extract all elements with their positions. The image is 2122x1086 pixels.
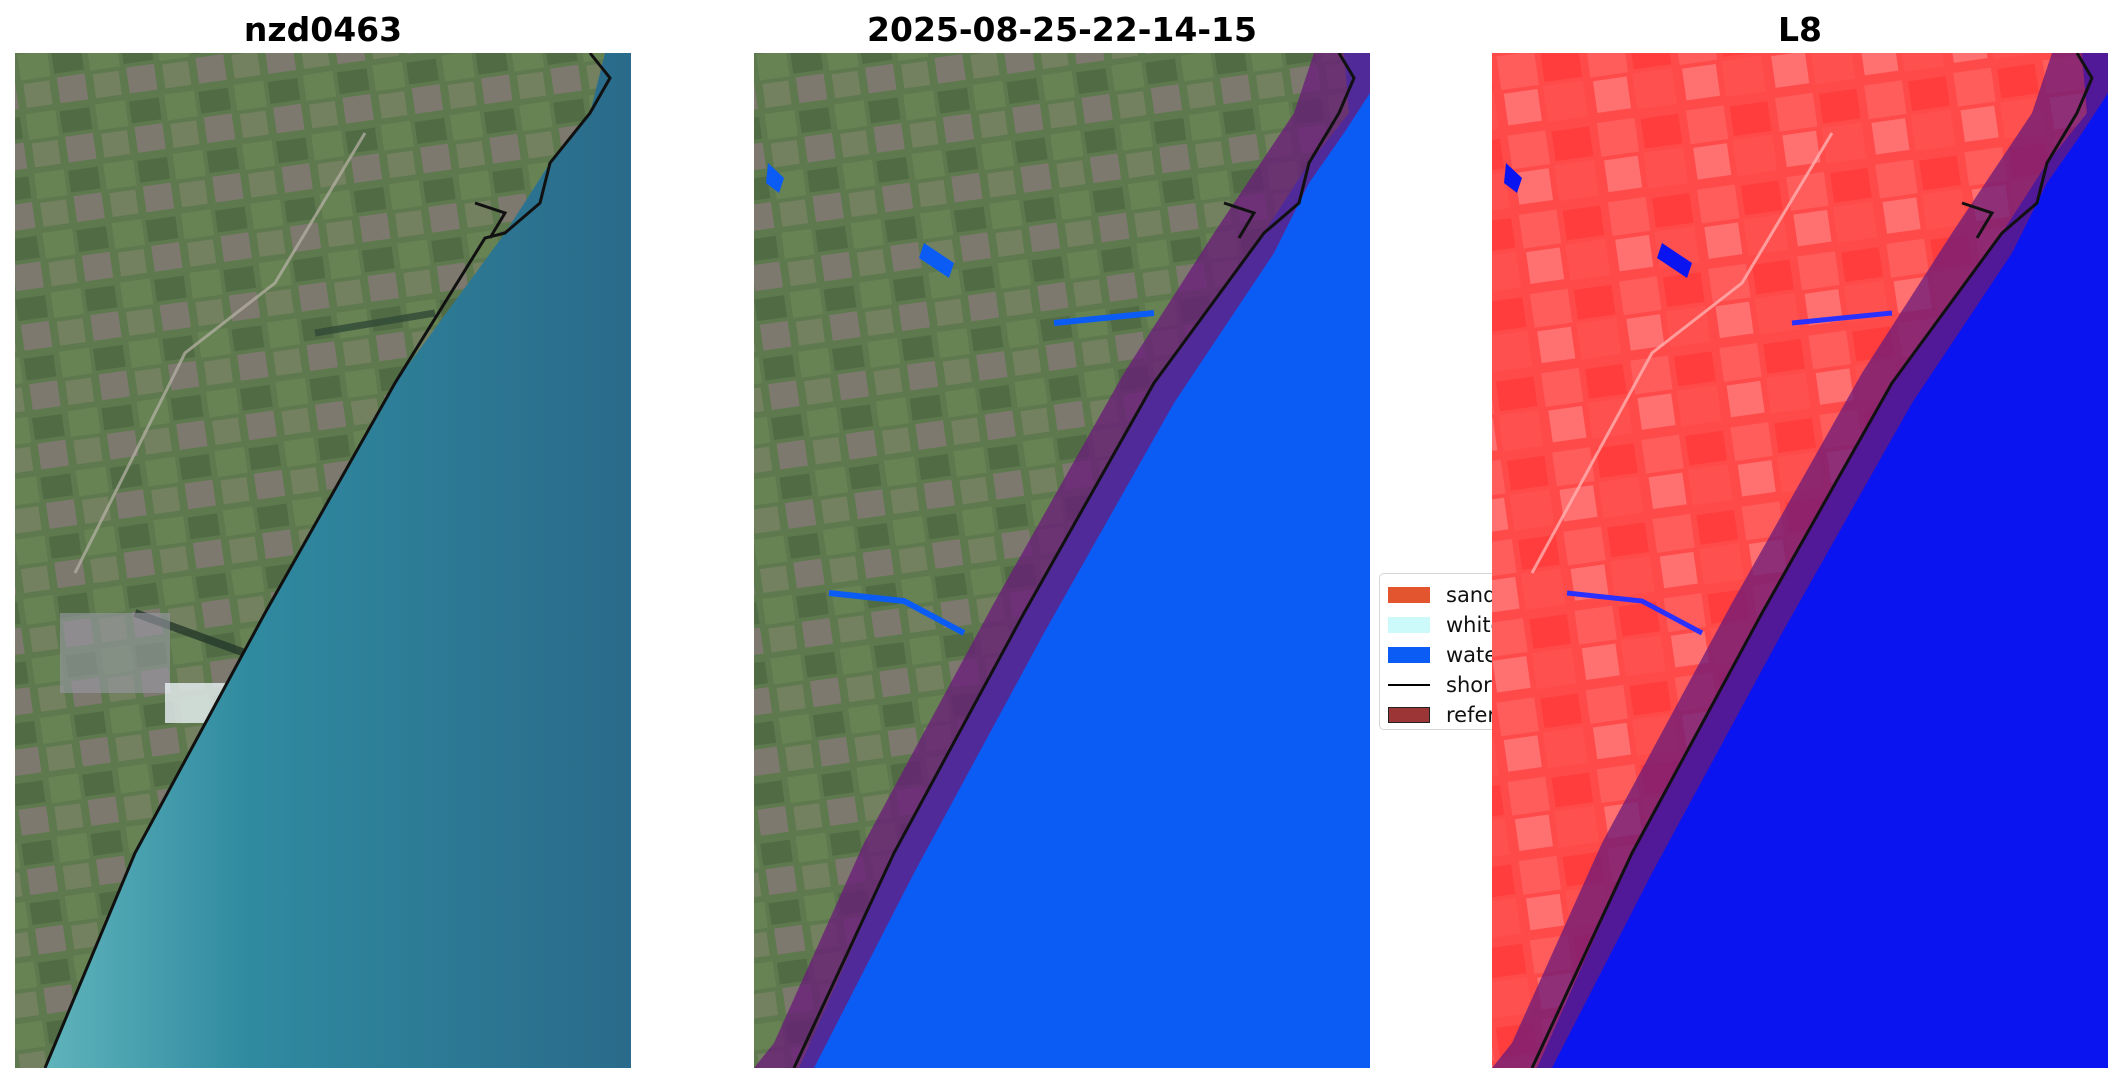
- legend-swatch-reference-buffer: [1388, 707, 1430, 723]
- panel-title-rgb: nzd0463: [243, 10, 403, 49]
- classified-image: [754, 53, 1370, 1068]
- legend-item-reference-buffer: reference shoreline buffer: [1388, 703, 1718, 727]
- legend-swatch-white-water: [1388, 617, 1430, 633]
- legend: sand white-water water shoreline referen…: [1379, 573, 1718, 730]
- legend-line-shoreline: [1388, 684, 1430, 686]
- index-image: [1492, 53, 2108, 1068]
- panel-title-classified: 2025-08-25-22-14-15: [867, 10, 1257, 49]
- legend-swatch-water: [1388, 647, 1430, 663]
- rgb-image-panel: [15, 53, 631, 1068]
- classified-image-panel: [754, 53, 1370, 1068]
- legend-item-white-water: white-water: [1388, 613, 1571, 637]
- index-image-panel: [1492, 53, 2108, 1068]
- rgb-image: [15, 53, 631, 1068]
- legend-swatch-sand: [1388, 587, 1430, 603]
- legend-item-sand: sand: [1388, 583, 1500, 607]
- panel-title-index: L8: [1778, 10, 1822, 49]
- legend-item-water: water: [1388, 643, 1506, 667]
- legend-label: sand: [1446, 583, 1497, 607]
- legend-item-shoreline: shoreline: [1388, 673, 1542, 697]
